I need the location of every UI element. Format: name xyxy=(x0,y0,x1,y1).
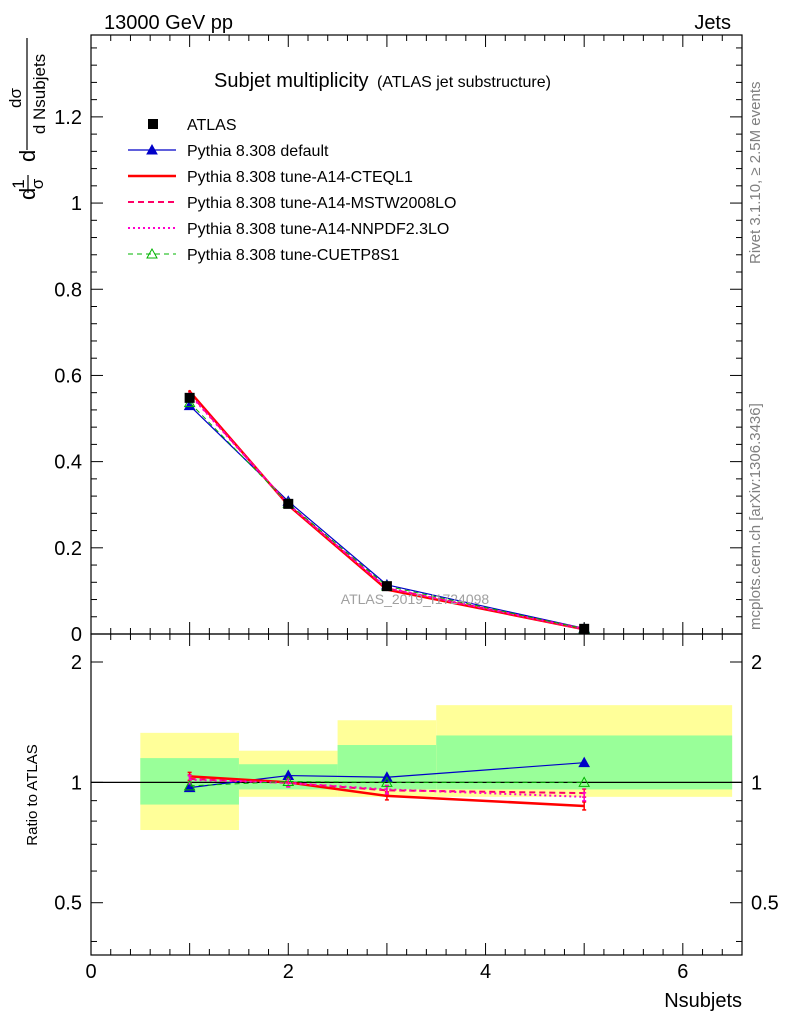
x-tick-label-0: 0 xyxy=(85,961,96,983)
main-y-label: d 1 σ d dσ d Nsubjets xyxy=(6,38,49,200)
header-left: 13000 GeV pp xyxy=(104,12,233,34)
mcplots-label: mcplots.cern.ch [arXiv:1306.3436] xyxy=(747,403,764,630)
legend-label-0: ATLAS xyxy=(187,117,237,134)
ratio-y-label: Ratio to ATLAS xyxy=(24,744,41,845)
ratio-plot-series xyxy=(183,756,591,811)
legend-label-1: Pythia 8.308 default xyxy=(187,143,329,160)
legend-label-3: Pythia 8.308 tune-A14-MSTW2008LO xyxy=(187,195,456,212)
x-axis-label: Nsubjets xyxy=(664,990,742,1012)
ratio-point-4-0 xyxy=(183,779,196,791)
main-y-tick-label-4: 0.8 xyxy=(54,279,82,301)
ylabel-dden: d Nsubjets xyxy=(30,54,49,134)
ratio-y-tick-label-left-0: 0.5 xyxy=(54,893,82,915)
legend-marker-1 xyxy=(146,143,158,155)
ratio-point-0-3 xyxy=(578,756,591,768)
plot-frames xyxy=(90,34,743,956)
series-line-1 xyxy=(189,405,585,629)
legend-label-4: Pythia 8.308 tune-A14-NNPDF2.3LO xyxy=(187,221,449,238)
ylabel-d1: d xyxy=(15,188,40,200)
ratio-y-tick-label-right-1: 1 xyxy=(751,772,762,794)
x-tick-label-1: 2 xyxy=(283,961,294,983)
ratio-line-0 xyxy=(189,762,585,789)
main-y-tick-label-1: 0.2 xyxy=(54,538,82,560)
chart-title: Subjet multiplicity (ATLAS jet substruct… xyxy=(214,70,551,92)
rivet-label: Rivet 3.1.10, ≥ 2.5M events xyxy=(747,82,764,265)
ylabel-frac-num: 1 xyxy=(9,179,28,188)
ratio-line-3 xyxy=(189,778,585,798)
main-y-tick-label-6: 1.2 xyxy=(54,107,82,129)
ylabel-dnum: dσ xyxy=(6,88,25,108)
legend-marker-5 xyxy=(146,247,158,259)
ratio-line-4 xyxy=(189,780,585,787)
data-point-2 xyxy=(381,581,392,592)
ratio-y-tick-label-left-2: 2 xyxy=(71,652,82,674)
series-point-2-0 xyxy=(188,389,192,393)
x-tick-label-3: 6 xyxy=(677,961,688,983)
watermark: ATLAS_2019_I1724098 xyxy=(341,591,490,607)
ylabel-frac-den: σ xyxy=(28,178,47,189)
legend: ATLAS Pythia 8.308 default Pythia 8.308 tu… xyxy=(128,117,456,264)
ratio-y-tick-label-right-2: 2 xyxy=(751,652,762,674)
series-line-3 xyxy=(188,392,585,631)
series-line-5 xyxy=(189,402,585,630)
ratio-point-4-3 xyxy=(578,776,591,787)
chart-title-sub: (ATLAS jet substructure) xyxy=(377,74,551,91)
x-tick-label-2: 4 xyxy=(480,961,491,983)
ratio-frame xyxy=(90,633,743,956)
main-y-tick-label-0: 0 xyxy=(71,624,82,646)
ratio-bands xyxy=(91,705,742,831)
chart-title-main: Subjet multiplicity xyxy=(214,70,369,92)
ratio-y-tick-label-right-0: 0.5 xyxy=(751,893,779,915)
ratio-point-4-2 xyxy=(381,776,393,787)
data-point-1 xyxy=(283,498,294,509)
main-y-tick-label-2: 0.4 xyxy=(54,452,82,474)
legend-label-2: Pythia 8.308 tune-A14-CTEQL1 xyxy=(187,169,413,186)
ratio-point-4-1 xyxy=(282,775,295,786)
main-y-tick-label-5: 1 xyxy=(71,193,82,215)
legend-label-5: Pythia 8.308 tune-CUETP8S1 xyxy=(187,247,400,264)
ylabel-d2: d xyxy=(15,150,40,162)
ratio-line-1 xyxy=(189,775,585,808)
axis-ticks: 0 2 4 6 0 0.2 0.4 0.6 0.8 1 1.2 0.5 0.5 1 1 2 2 xyxy=(54,35,779,983)
legend-marker-0 xyxy=(148,119,158,129)
header-right: Jets xyxy=(694,12,731,34)
ratio-y-tick-label-left-1: 1 xyxy=(71,772,82,794)
main-y-tick-label-3: 0.6 xyxy=(54,365,82,387)
data-point-0 xyxy=(184,392,195,403)
